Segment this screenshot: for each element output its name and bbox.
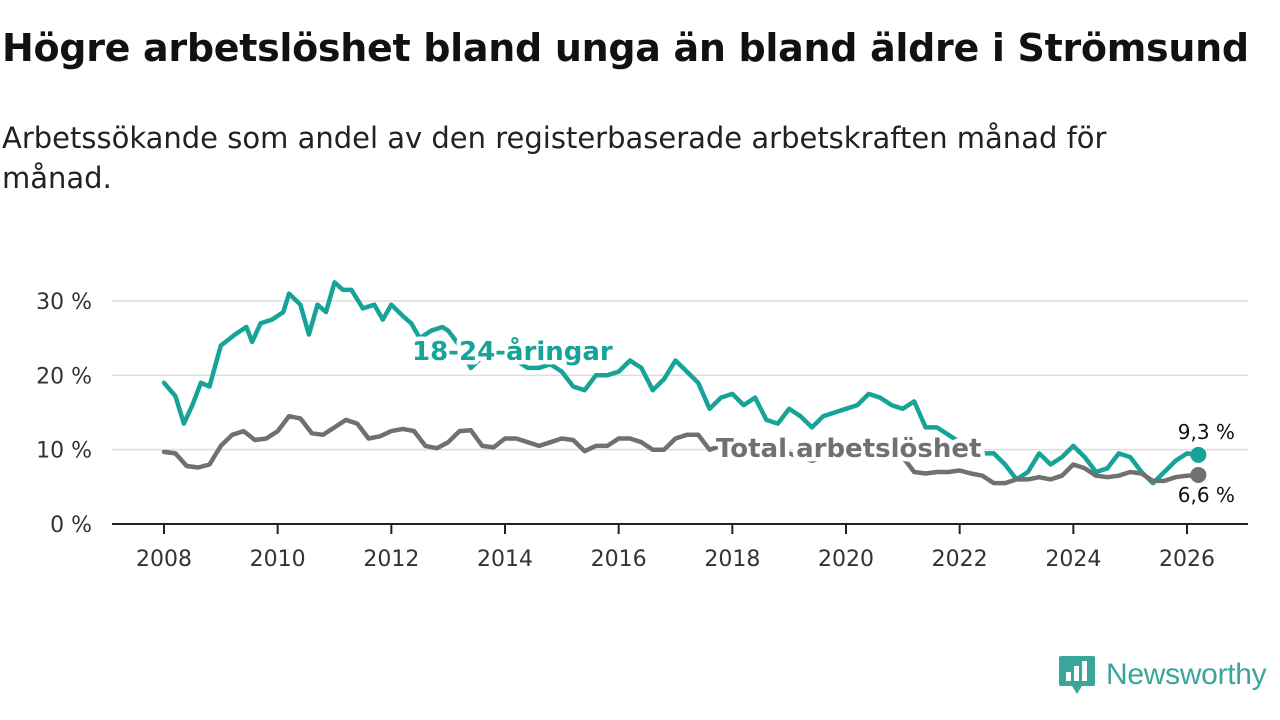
y-tick-label: 0 % <box>50 513 92 538</box>
chart-subtitle: Arbetssökande som andel av den registerb… <box>2 121 1107 195</box>
x-tick-label: 2026 <box>1159 547 1215 572</box>
total-end-dot <box>1190 466 1207 483</box>
newsworthy-logo-text: Newsworthy <box>1106 658 1267 691</box>
x-tick-label: 2016 <box>591 547 647 572</box>
x-tick-label: 2018 <box>704 547 760 572</box>
series-labels: 18-24-åringar Total arbetslöshet 9,3 % 6,6 … <box>408 331 1235 507</box>
youth-end-dot <box>1190 446 1207 463</box>
series-label-total: Total arbetslöshet <box>716 434 981 464</box>
total-end-label: 6,6 % <box>1178 483 1235 507</box>
x-axis-ticks: 2008 2010 2012 2014 2016 2018 2020 2022 2024 2026 <box>136 524 1215 572</box>
y-axis-ticks: 0 % 10 % 20 % 30 % <box>36 290 92 538</box>
y-tick-label: 30 % <box>36 290 92 315</box>
x-tick-label: 2010 <box>250 547 306 572</box>
newsworthy-logo-icon <box>1059 656 1095 694</box>
chart-title: Högre arbetslöshet bland unga än bland ä… <box>2 26 1249 70</box>
series-line-total <box>161 413 1201 486</box>
x-tick-label: 2014 <box>477 547 533 572</box>
x-tick-label: 2020 <box>818 547 874 572</box>
youth-end-label: 9,3 % <box>1178 420 1235 444</box>
x-tick-label: 2022 <box>932 547 988 572</box>
y-tick-label: 20 % <box>36 364 92 389</box>
grid-lines <box>112 300 1248 451</box>
series-label-youth: 18-24-åringar <box>412 335 613 367</box>
x-tick-label: 2008 <box>136 547 192 572</box>
x-tick-label: 2024 <box>1045 547 1101 572</box>
newsworthy-logo: Newsworthy <box>1058 654 1267 696</box>
x-tick-label: 2012 <box>363 547 419 572</box>
y-tick-label: 10 % <box>36 439 92 464</box>
series-lines <box>161 280 1201 486</box>
series-line-youth <box>161 280 1201 486</box>
